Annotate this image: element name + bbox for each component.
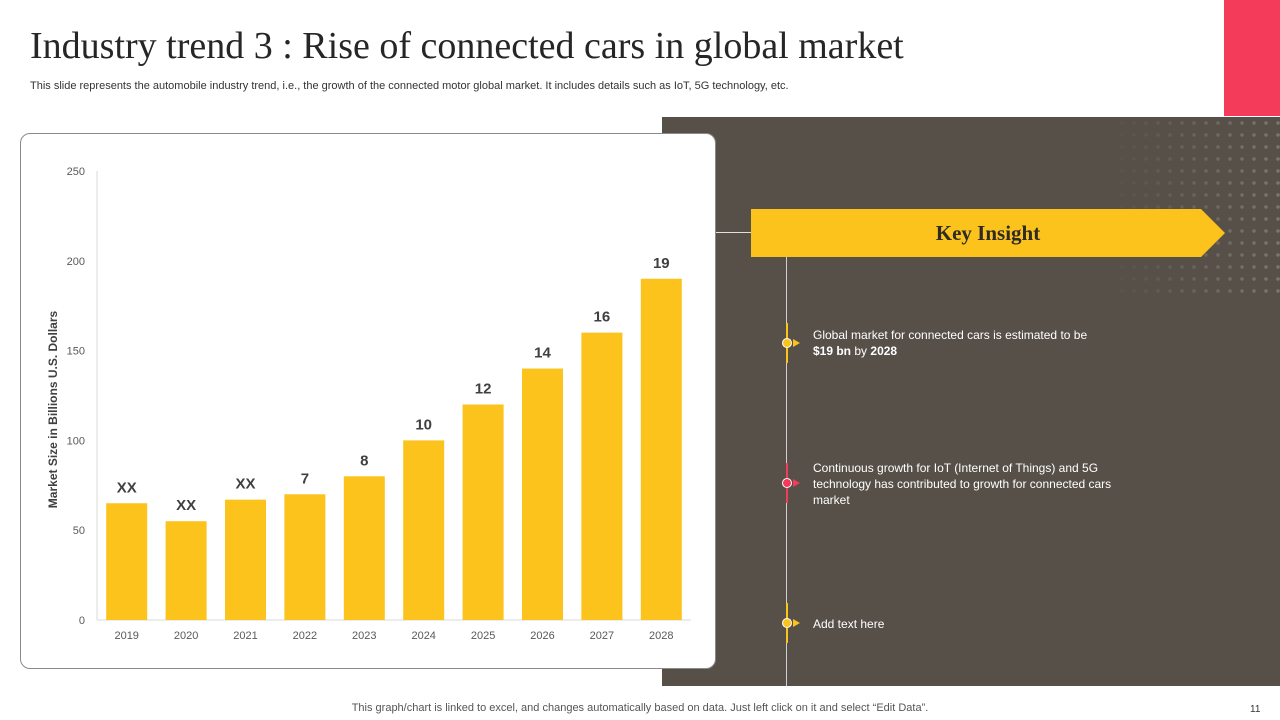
page-number: 11 — [1250, 704, 1261, 715]
bar[interactable] — [343, 476, 385, 620]
timeline-marker — [780, 603, 800, 643]
dot-pattern — [1104, 117, 1280, 297]
bar[interactable] — [522, 368, 563, 620]
slide-title: Industry trend 3 : Rise of connected car… — [30, 25, 904, 67]
bar[interactable] — [640, 278, 682, 620]
insight-item-iot: Continuous growth for IoT (Internet of T… — [813, 461, 1112, 507]
data-label: XX — [176, 497, 196, 514]
bar[interactable] — [462, 404, 504, 620]
y-tick-label: 150 — [67, 346, 85, 358]
accent-tab — [1224, 0, 1280, 116]
data-label: 7 — [301, 470, 309, 487]
y-tick-label: 0 — [79, 615, 85, 627]
timeline-marker — [780, 463, 800, 503]
bar[interactable] — [225, 499, 266, 620]
y-axis-ticks: 0 50 100 150 200 250 — [67, 166, 85, 627]
insight-by: by — [854, 344, 868, 358]
bar[interactable] — [403, 440, 445, 620]
data-label: XX — [235, 476, 255, 493]
x-axis-ticks: 2019 2020 2021 2022 2023 2024 2025 2026 2027 2028 — [114, 630, 673, 642]
marker-dot — [782, 618, 792, 628]
data-label: 8 — [360, 452, 368, 469]
bar[interactable] — [284, 494, 326, 620]
marker-arrow-icon — [793, 339, 800, 347]
data-label: 19 — [653, 255, 670, 272]
insight-value: $19 bn — [813, 344, 852, 358]
insight-item-placeholder[interactable]: Add text here — [813, 617, 885, 631]
key-insight-banner: Key Insight — [751, 209, 1225, 257]
bar-series: XX XX XX 7 8 10 12 14 16 19 — [106, 255, 682, 620]
bar[interactable] — [581, 332, 623, 620]
marker-dot — [782, 338, 792, 348]
data-label: 16 — [594, 309, 611, 326]
data-label: 14 — [534, 345, 551, 362]
footer-note: This graph/chart is linked to excel, and… — [351, 702, 929, 714]
insight-year: 2028 — [870, 344, 898, 358]
marker-arrow-icon — [793, 479, 800, 487]
x-tick-label: 2022 — [293, 630, 317, 642]
x-tick-label: 2025 — [471, 630, 495, 642]
insight-lead-text: Global market for connected cars is esti… — [813, 328, 1088, 342]
chart-card[interactable]: 0 50 100 150 200 250 XX XX XX 7 8 10 12 14 16 19 2019 2… — [20, 133, 716, 669]
y-axis-title: Market Size in Billions U.S. Dollars — [46, 310, 60, 508]
bar[interactable] — [106, 503, 148, 620]
x-tick-label: 2028 — [649, 630, 673, 642]
x-tick-label: 2027 — [590, 630, 614, 642]
data-label: 10 — [415, 416, 432, 433]
x-tick-label: 2020 — [174, 630, 198, 642]
x-tick-label: 2024 — [411, 630, 435, 642]
x-tick-label: 2026 — [530, 630, 554, 642]
x-tick-label: 2019 — [114, 630, 138, 642]
data-label: 12 — [475, 380, 492, 397]
slide-subtitle: This slide represents the automobile ind… — [30, 80, 789, 92]
timeline-marker — [780, 323, 800, 363]
key-insight-heading: Key Insight — [935, 221, 1041, 245]
x-tick-label: 2021 — [233, 630, 257, 642]
marker-arrow-icon — [793, 619, 800, 627]
insight-item-market: Global market for connected cars is esti… — [813, 327, 1133, 359]
bar[interactable] — [165, 521, 207, 620]
x-tick-label: 2023 — [352, 630, 376, 642]
y-tick-label: 250 — [67, 166, 85, 178]
marker-dot — [782, 478, 792, 488]
y-tick-label: 100 — [67, 435, 85, 447]
y-tick-label: 200 — [67, 256, 85, 268]
y-tick-label: 50 — [73, 525, 85, 537]
banner-connector — [716, 232, 752, 233]
data-label: XX — [117, 479, 137, 496]
